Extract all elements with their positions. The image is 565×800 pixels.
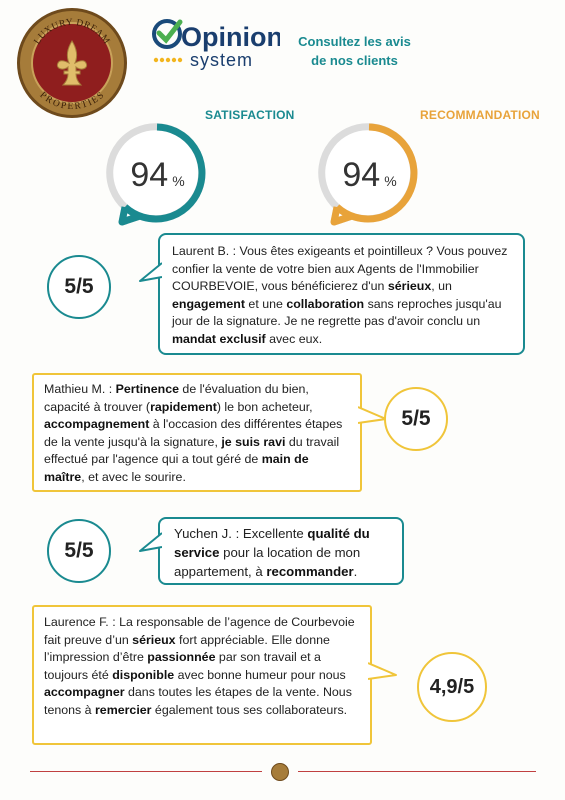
luxury-dream-logo: LUXURY DREAM PROPERTIES <box>17 8 127 118</box>
logo-ring: LUXURY DREAM PROPERTIES <box>33 18 112 112</box>
tagline-line-2: de nos clients <box>311 53 398 68</box>
review-3-text: Yuchen J. : Excellente qualité du servic… <box>174 526 370 579</box>
star-icon <box>153 57 183 63</box>
fleur-de-lis-icon <box>56 40 88 86</box>
recommandation-value: 94% <box>342 156 397 194</box>
recommandation-bubble-ring <box>318 123 418 226</box>
speech-pointer <box>139 532 162 552</box>
logo-text-bottom: PROPERTIES <box>37 90 106 112</box>
review-2-text: Mathieu M. : Pertinence de l'évaluation … <box>44 382 343 484</box>
svg-text:LUXURY DREAM: LUXURY DREAM <box>33 18 112 47</box>
review-2-score: 5/5 <box>384 387 448 451</box>
review-4-card: Laurence F. : La responsable de l’agence… <box>32 605 397 745</box>
opinion-system-logo: Opinion system <box>152 19 280 70</box>
review-1-text: Laurent B. : Vous êtes exigeants et poin… <box>172 244 508 346</box>
satisfaction-bubble-ring <box>106 123 206 226</box>
review-4-score: 4,9/5 <box>417 652 487 722</box>
review-2-card: Mathieu M. : Pertinence de l'évaluation … <box>32 373 387 492</box>
logo-text-top: LUXURY DREAM <box>33 18 111 47</box>
tagline: Consultez les avis de nos clients <box>292 32 417 70</box>
review-3-card: Yuchen J. : Excellente qualité du servic… <box>139 517 404 585</box>
review-1-card: Laurent B. : Vous êtes exigeants et poin… <box>139 233 525 355</box>
speech-pointer <box>368 662 397 680</box>
recommandation-label: RECOMMANDATION <box>420 108 540 122</box>
review-4-text: Laurence F. : La responsable de l’agence… <box>44 615 355 717</box>
recommandation-gauge: 94% <box>312 122 427 227</box>
satisfaction-value: 94% <box>130 156 185 194</box>
system-word: system <box>190 50 253 70</box>
svg-text:PROPERTIES: PROPERTIES <box>37 90 106 112</box>
footer-divider-left <box>30 771 262 772</box>
satisfaction-label: SATISFACTION <box>205 108 295 122</box>
review-1-score: 5/5 <box>47 255 111 319</box>
footer-divider-right <box>298 771 536 772</box>
speech-pointer <box>139 262 162 282</box>
satisfaction-gauge: 94% <box>100 122 215 227</box>
logo-inner-disc <box>31 22 113 104</box>
review-3-score: 5/5 <box>47 519 111 583</box>
opinion-word: Opinion <box>181 22 280 52</box>
checkmark-icon <box>152 19 183 49</box>
tagline-line-1: Consultez les avis <box>298 34 411 49</box>
footer-emblem-icon <box>271 763 289 781</box>
